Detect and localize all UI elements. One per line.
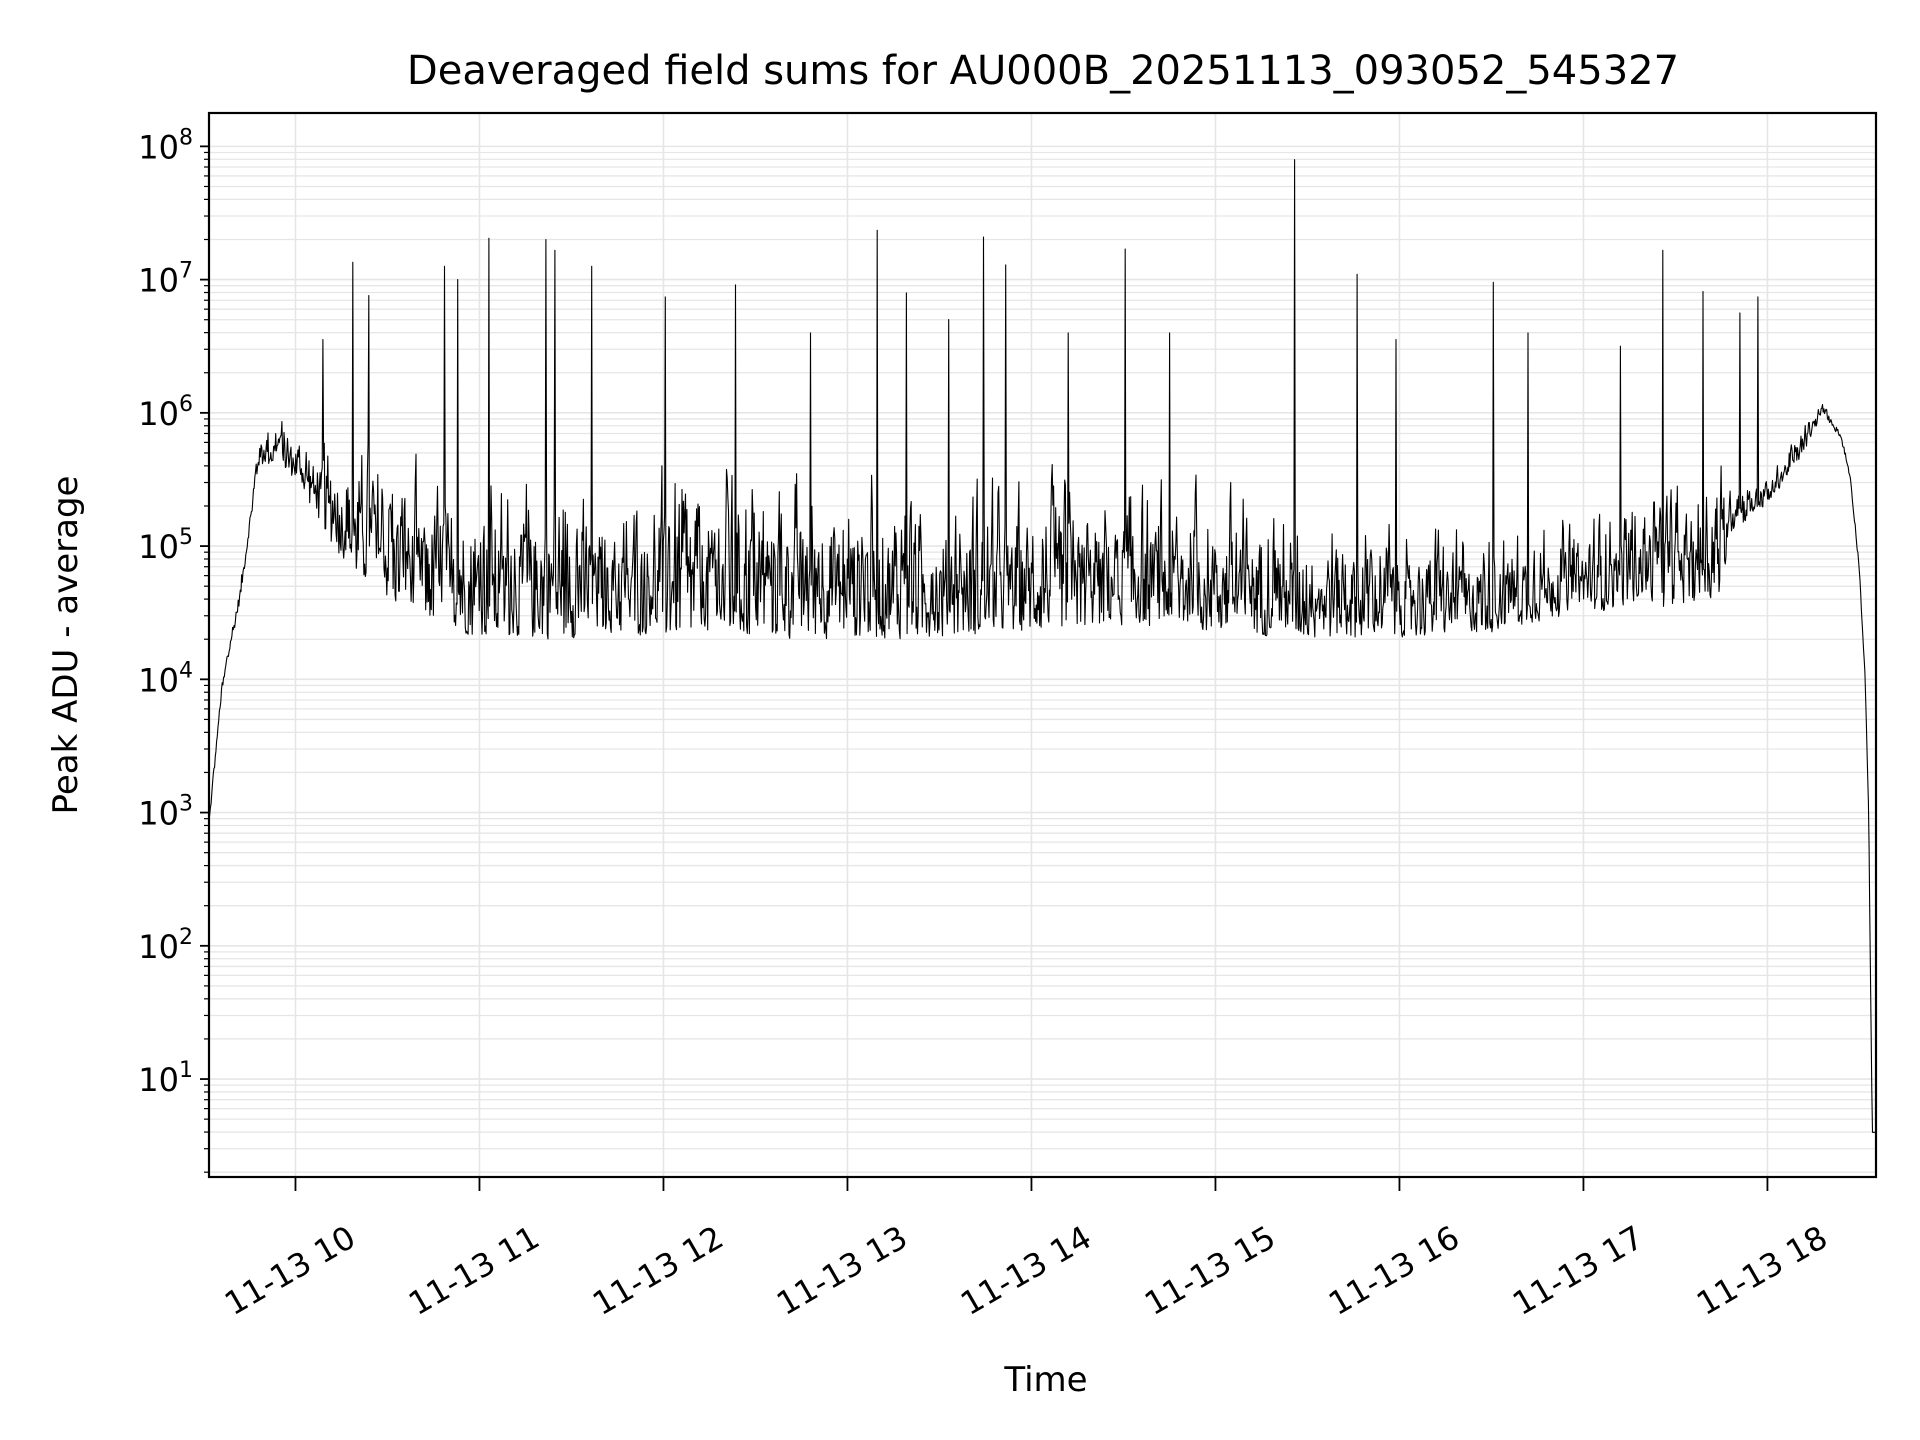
y-tick-label: 107 bbox=[138, 259, 193, 300]
y-tick-label: 103 bbox=[138, 792, 193, 833]
plot-frame bbox=[207, 111, 1878, 1179]
gridlines bbox=[209, 113, 1876, 1177]
y-tick-label: 105 bbox=[138, 525, 193, 566]
y-tick-label: 108 bbox=[138, 125, 193, 166]
y-tick-label: 104 bbox=[138, 658, 193, 699]
chart-title: Deaveraged field sums for AU000B_2025111… bbox=[407, 48, 1679, 94]
y-tick-label: 101 bbox=[138, 1058, 193, 1099]
y-axis-label: Peak ADU - average bbox=[46, 476, 86, 815]
y-tick-label: 102 bbox=[138, 925, 193, 966]
y-tick-label: 106 bbox=[138, 392, 193, 433]
x-axis-label: Time bbox=[1003, 1360, 1087, 1400]
data-series bbox=[209, 159, 1876, 1133]
y-axis-ticks: 101 102 103 104 105 106 107 108 bbox=[138, 125, 209, 1173]
series-line bbox=[209, 159, 1876, 1133]
